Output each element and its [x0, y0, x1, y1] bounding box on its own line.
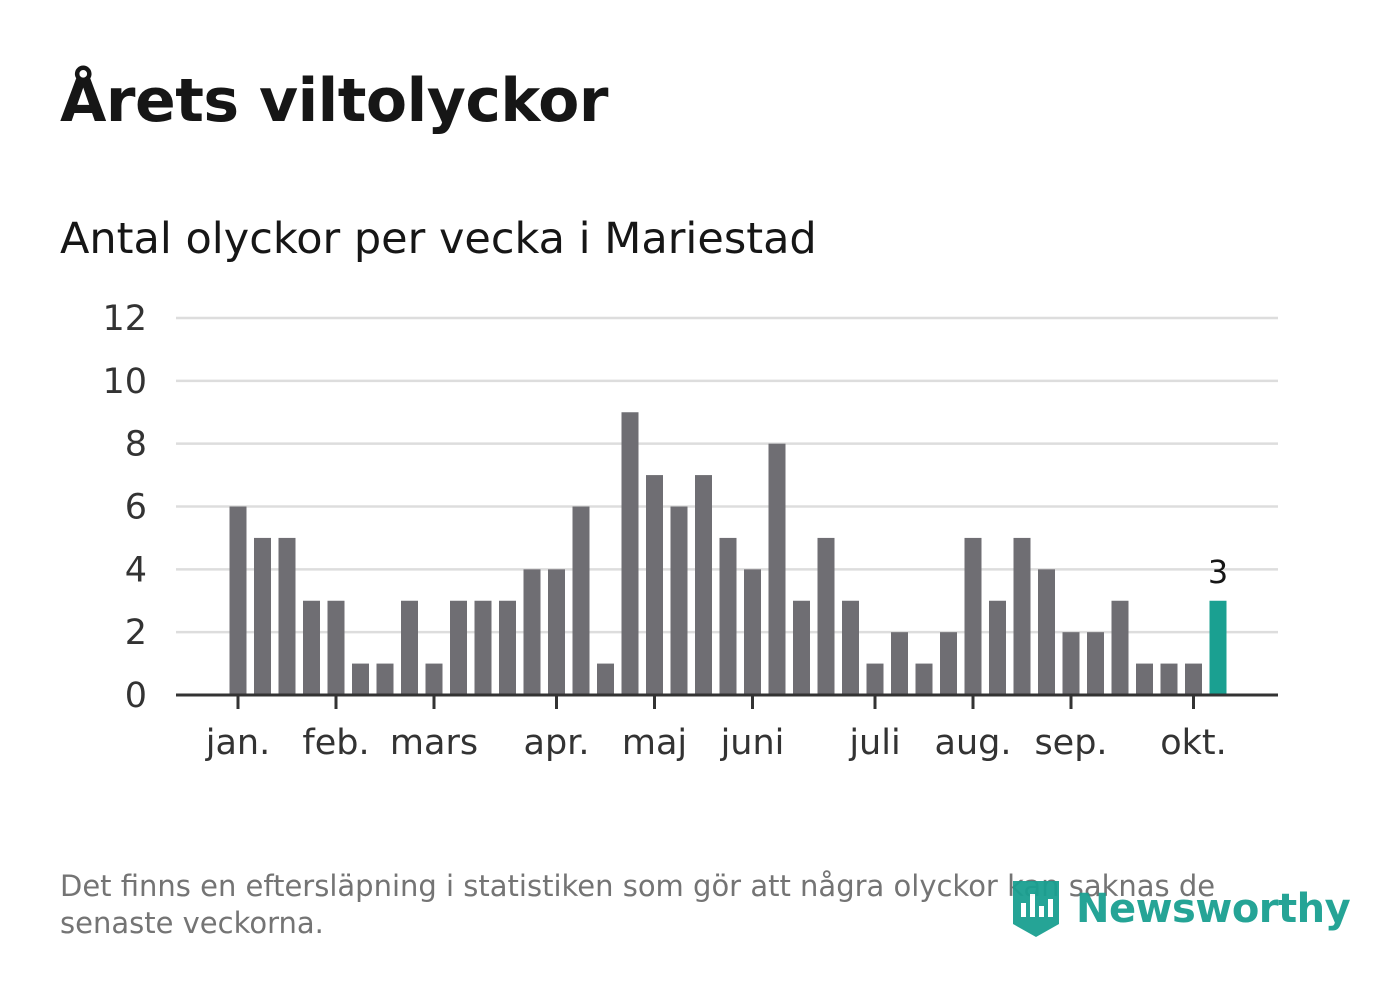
bar [768, 443, 786, 695]
bar [1185, 663, 1202, 695]
bar [1062, 632, 1080, 695]
bar [327, 600, 345, 695]
bar [1160, 663, 1178, 695]
bars [229, 412, 1227, 695]
y-tick-label: 8 [125, 425, 147, 465]
bar [989, 600, 1006, 695]
bar [964, 537, 982, 695]
bar [499, 600, 516, 695]
bar [572, 506, 590, 695]
y-tick-label: 4 [125, 550, 147, 590]
bar [425, 663, 443, 695]
y-axis-ticks: 0 2 4 6 8 10 12 [102, 299, 147, 716]
x-tick-label: okt. [1160, 723, 1227, 763]
y-tick-label: 6 [125, 488, 147, 528]
x-tick-label: juni [720, 723, 785, 763]
bar [1013, 537, 1031, 695]
bar [1038, 569, 1055, 695]
x-tick-label: apr. [524, 723, 590, 763]
bar-highlight [1209, 600, 1227, 695]
bar [744, 569, 761, 695]
newsworthy-logo-text: Newsworthy [1076, 886, 1351, 932]
x-tick-label: sep. [1034, 723, 1107, 763]
bar [1111, 600, 1129, 695]
y-tick-label: 12 [102, 299, 147, 339]
bar [229, 506, 247, 695]
bar [597, 663, 614, 695]
newsworthy-logo: Newsworthy [1010, 876, 1351, 942]
bar [940, 632, 957, 695]
bar [793, 600, 810, 695]
y-tick-label: 0 [125, 676, 147, 716]
newsworthy-logo-icon [1013, 881, 1059, 937]
bar [303, 600, 320, 695]
x-tick-label: aug. [935, 723, 1012, 763]
bar [646, 475, 663, 695]
bar [523, 569, 541, 695]
bar [254, 537, 271, 695]
bar [842, 600, 859, 695]
bar [866, 663, 884, 695]
bar [1136, 663, 1153, 695]
x-axis: jan. feb. mars apr. maj juni juli aug. sep. okt. [176, 693, 1278, 763]
x-tick-label: feb. [302, 723, 369, 763]
x-tick-label: maj [622, 723, 687, 763]
chart-subtitle: Antal olyckor per vecka i Mariestad [60, 214, 817, 264]
bar [376, 663, 394, 695]
bar [548, 569, 565, 695]
y-tick-label: 10 [102, 362, 147, 402]
highlight-value-label: 3 [1208, 553, 1228, 591]
x-tick-label: juli [848, 723, 900, 763]
bar [915, 663, 933, 695]
data-labels: 3 [1208, 553, 1228, 591]
x-tick-label: jan. [205, 723, 270, 763]
bar [891, 632, 908, 695]
bar [450, 600, 467, 695]
bar [278, 537, 296, 695]
y-tick-label: 2 [125, 613, 147, 653]
bar-chart: 0 2 4 6 8 10 12 jan. feb. mars apr. maj juni juli aug… [102, 299, 1278, 763]
bar [817, 537, 835, 695]
bar [621, 412, 639, 695]
bar [401, 600, 418, 695]
x-tick-label: mars [390, 723, 478, 763]
bar [352, 663, 369, 695]
bar [670, 506, 688, 695]
bar [719, 537, 737, 695]
bar [1087, 632, 1104, 695]
bar [474, 600, 492, 695]
bar [695, 475, 712, 695]
chart-title: Årets viltolyckor [60, 66, 609, 136]
